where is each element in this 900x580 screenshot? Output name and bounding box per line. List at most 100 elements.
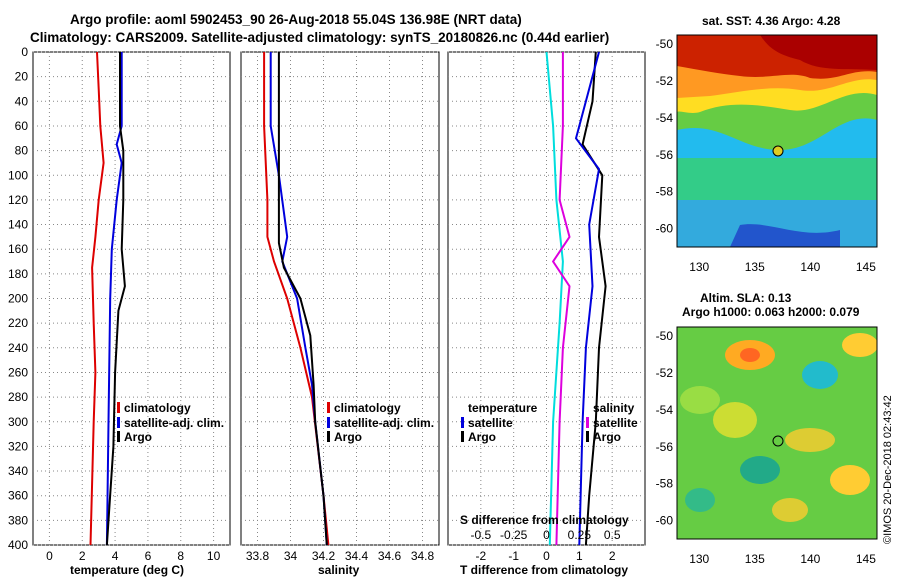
- salinity-difference-legend: salinity satellite Argo: [586, 401, 638, 444]
- map-x-tick-label: 140: [800, 552, 820, 566]
- legend-swatch-sal-argo: [586, 431, 589, 442]
- x-tick-label: 2: [79, 549, 86, 563]
- x-tick-label: -1: [508, 549, 519, 563]
- map-x-tick-label: 145: [856, 260, 876, 274]
- x-tick-label: 1: [576, 549, 583, 563]
- sst-map-frame: [676, 34, 878, 248]
- legend-sal-satellite: satellite: [593, 416, 638, 430]
- y-tick-label: 320: [8, 439, 28, 453]
- map-y-tick-label: -50: [656, 329, 674, 343]
- x2-tick-label: 0.25: [568, 528, 592, 542]
- x-tick-label: 34.8: [411, 549, 435, 563]
- series-line-salinity-argo: [551, 52, 571, 546]
- legend-salinity-heading: salinity: [593, 401, 635, 415]
- y-tick-label: 120: [8, 193, 28, 207]
- x-tick-label: 2: [609, 549, 616, 563]
- y-tick-label: 380: [8, 513, 28, 527]
- x-tick-label: 8: [177, 549, 184, 563]
- figure-title-line1: Argo profile: aoml 5902453_90 26-Aug-201…: [70, 12, 522, 27]
- legend-swatch-climatology: [117, 402, 120, 413]
- x-tick-label: 0: [46, 549, 53, 563]
- sla-map-panel: Altim. SLA: 0.13 Argo h1000: 0.063 h2000…: [656, 291, 878, 566]
- legend-swatch-sal-satellite: [586, 417, 589, 428]
- salinity-legend: climatology satellite-adj. clim. Argo: [327, 401, 434, 444]
- map-y-tick-label: -56: [656, 148, 674, 162]
- map-y-tick-label: -60: [656, 514, 674, 528]
- legend-swatch-argo: [327, 431, 330, 442]
- x2-tick-label: 0.5: [604, 528, 621, 542]
- temperature-plot-frame: [32, 51, 231, 546]
- series-line-argo: [105, 52, 126, 546]
- x-tick-label: 34: [284, 549, 298, 563]
- y-tick-label: 360: [8, 489, 28, 503]
- legend-swatch-argo: [461, 431, 464, 442]
- map-x-tick-label: 145: [856, 552, 876, 566]
- temperature-difference-legend: temperature satellite Argo: [461, 401, 538, 444]
- map-x-tick-label: 140: [800, 260, 820, 274]
- sst-map-title: sat. SST: 4.36 Argo: 4.28: [702, 14, 841, 28]
- figure-title-line2: Climatology: CARS2009. Satellite-adjuste…: [30, 30, 610, 45]
- map-y-tick-label: -54: [656, 111, 674, 125]
- difference-plot-frame: [447, 51, 646, 546]
- sla-map-subtitle: Argo h1000: 0.063 h2000: 0.079: [682, 305, 860, 319]
- legend-swatch-argo: [117, 431, 120, 442]
- y-tick-label: 80: [15, 144, 29, 158]
- legend-temperature-heading: temperature: [468, 401, 538, 415]
- argo-float-marker-sst: [772, 145, 784, 157]
- argo-float-marker-sla: [772, 435, 784, 447]
- imos-credit: ©IMOS 20-Dec-2018 02:43:42: [882, 395, 894, 544]
- sla-map-title: Altim. SLA: 0.13: [700, 291, 792, 305]
- map-x-tick-label: 130: [689, 552, 709, 566]
- y-tick-label: 240: [8, 341, 28, 355]
- y-tick-label: 220: [8, 316, 28, 330]
- legend-climatology: climatology: [334, 401, 401, 415]
- map-y-tick-label: -58: [656, 477, 674, 491]
- legend-argo: Argo: [334, 430, 362, 444]
- map-y-tick-label: -60: [656, 222, 674, 236]
- y-tick-label: 300: [8, 415, 28, 429]
- map-y-tick-label: -54: [656, 403, 674, 417]
- y-tick-label: 40: [15, 94, 29, 108]
- y-tick-label: 20: [15, 70, 29, 84]
- series-line-salinity-satellite: [574, 51, 601, 546]
- series-line-argo: [277, 52, 328, 546]
- x-tick-label: 0: [543, 549, 550, 563]
- legend-argo: Argo: [124, 430, 152, 444]
- t-difference-xlabel: T difference from climatology: [460, 563, 628, 577]
- legend-temp-satellite: satellite: [468, 416, 513, 430]
- y-tick-label: 0: [21, 45, 28, 59]
- x-tick-label: 34.2: [312, 549, 336, 563]
- series-line-temperature-argo: [581, 51, 607, 546]
- map-y-tick-label: -58: [656, 185, 674, 199]
- temperature-xlabel: temperature (deg C): [70, 563, 184, 577]
- map-y-tick-label: -50: [656, 37, 674, 51]
- x2-tick-label: -0.25: [500, 528, 528, 542]
- legend-temp-argo: Argo: [468, 430, 496, 444]
- map-y-tick-label: -52: [656, 366, 674, 380]
- sst-heatmap: [677, 35, 877, 247]
- legend-satellite-adj-clim: satellite-adj. clim.: [124, 416, 224, 430]
- legend-swatch-satellite: [461, 417, 464, 428]
- x-tick-label: 33.8: [246, 549, 270, 563]
- y-tick-label: 200: [8, 292, 28, 306]
- map-x-tick-label: 130: [689, 260, 709, 274]
- x-tick-label: 34.6: [378, 549, 402, 563]
- legend-climatology: climatology: [124, 401, 191, 415]
- x-tick-label: 34.4: [345, 549, 369, 563]
- map-y-tick-label: -52: [656, 74, 674, 88]
- y-tick-label: 180: [8, 267, 28, 281]
- x-tick-label: 4: [112, 549, 119, 563]
- x2-tick-label: 0: [543, 528, 550, 542]
- y-tick-label: 60: [15, 119, 29, 133]
- y-tick-label: 400: [8, 538, 28, 552]
- y-tick-label: 260: [8, 365, 28, 379]
- salinity-panel: 33.8 34 34.2 34.4 34.6 34.8 salinity climatol…: [240, 51, 440, 577]
- legend-swatch-satellite: [117, 417, 120, 428]
- x-tick-label: 10: [207, 549, 221, 563]
- legend-swatch-climatology: [327, 402, 330, 413]
- sst-map-panel: sat. SST: 4.36 Argo: 4.28 -50 -52 -54 -56 -5…: [656, 14, 878, 274]
- series-line-temperature-satellite: [545, 51, 564, 546]
- x2-tick-label: -0.5: [470, 528, 491, 542]
- sla-map-frame: [676, 326, 878, 540]
- series-line-climatology: [89, 51, 105, 546]
